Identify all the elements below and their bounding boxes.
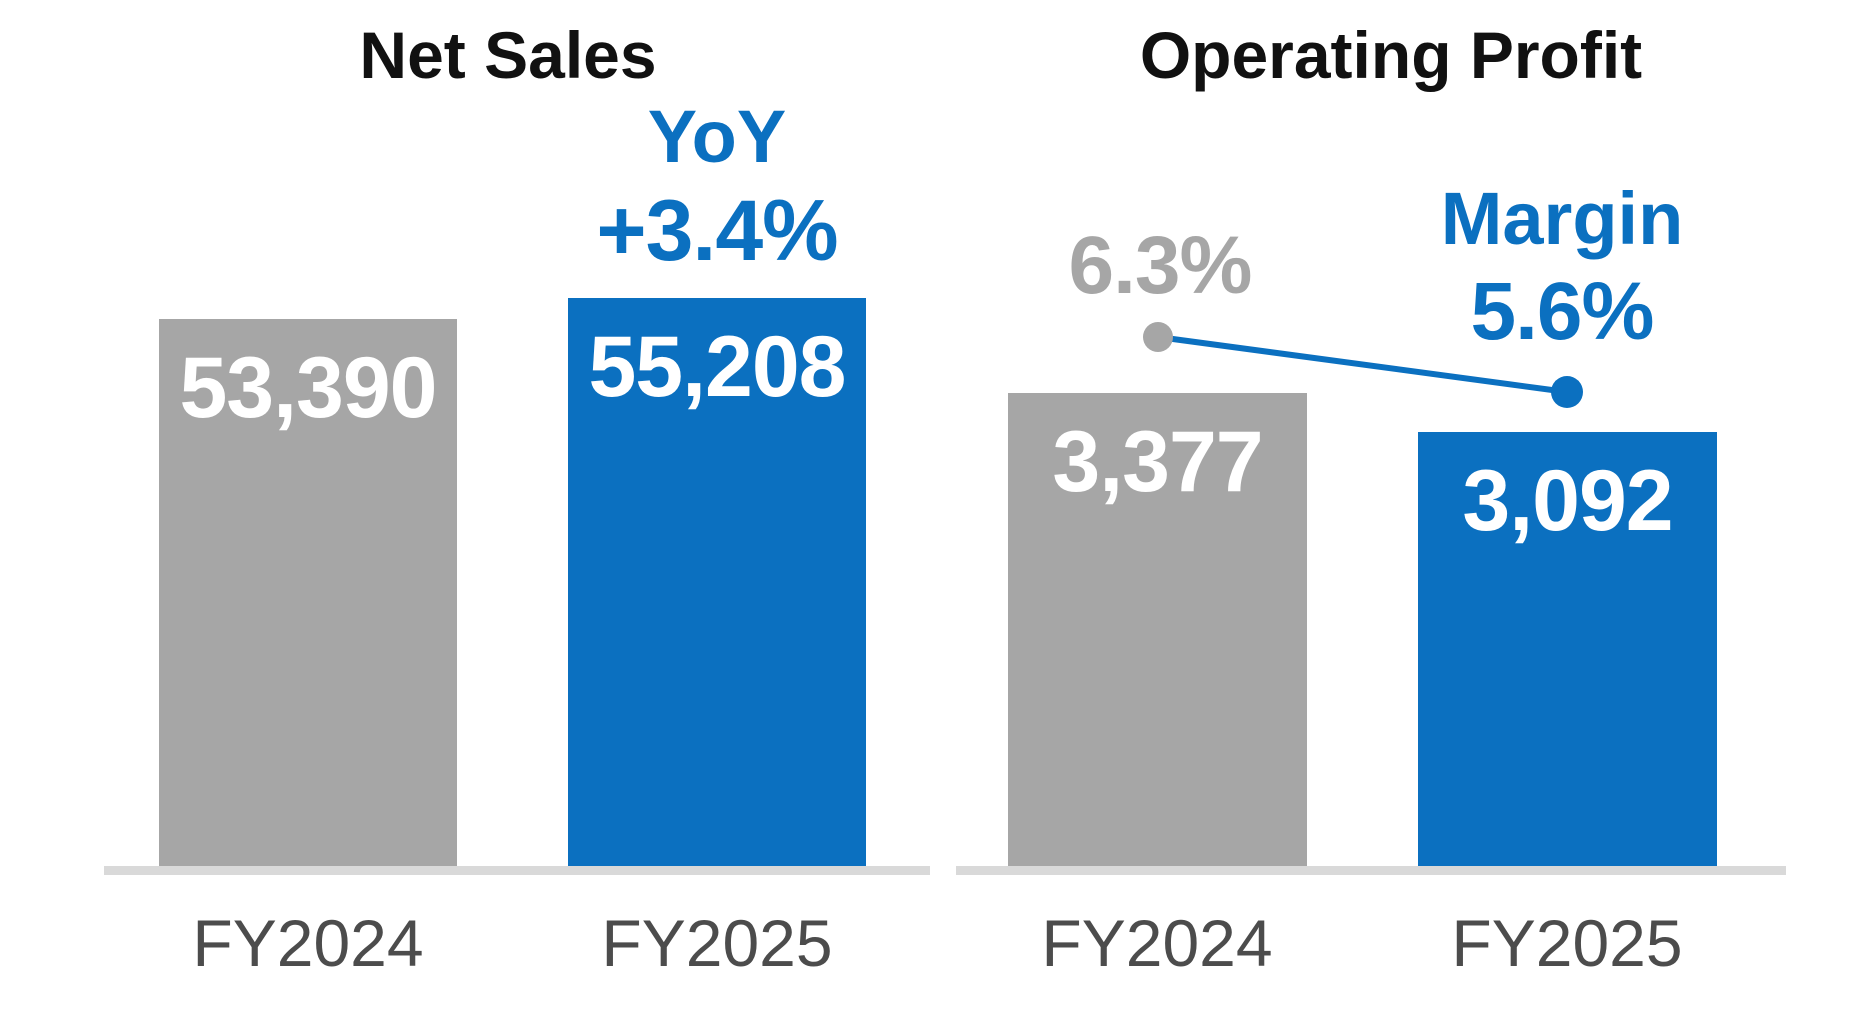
operating-profit-bar-fy2025: 3,092 (1418, 432, 1717, 867)
operating-profit-bar-fy2024-value: 3,377 (1052, 414, 1263, 510)
net-sales-baseline-axis (104, 866, 930, 875)
operating-profit-bar-fy2024: 3,377 (1008, 393, 1307, 867)
net-sales-bar-fy2025-value: 55,208 (588, 319, 846, 415)
operating-profit-baseline-axis (956, 866, 1786, 875)
operating-profit-chart-title: Operating Profit (1139, 18, 1643, 92)
net-sales-bar-fy2024: 53,390 (159, 319, 457, 867)
net-sales-yoy-label: YoY (647, 95, 787, 178)
operating-profit-margin-value: 5.6% (1470, 266, 1655, 357)
net-sales-bar-fy2025: 55,208 (568, 298, 866, 867)
margin-marker-fy2025-dot (1551, 376, 1583, 408)
net-sales-chart-title: Net Sales (359, 18, 657, 92)
operating-profit-margin-label: Margin (1440, 177, 1684, 260)
net-sales-category-fy2024: FY2024 (192, 906, 424, 980)
operating-profit-prior-margin-value: 6.3% (1068, 220, 1253, 311)
net-sales-yoy-value: +3.4% (596, 183, 838, 279)
operating-profit-category-fy2025: FY2025 (1451, 906, 1683, 980)
operating-profit-category-fy2024: FY2024 (1041, 906, 1273, 980)
net-sales-bar-fy2024-value: 53,390 (179, 340, 437, 436)
net-sales-category-fy2025: FY2025 (601, 906, 833, 980)
operating-profit-bar-fy2025-value: 3,092 (1462, 453, 1673, 549)
margin-marker-fy2024-dot (1143, 322, 1173, 352)
